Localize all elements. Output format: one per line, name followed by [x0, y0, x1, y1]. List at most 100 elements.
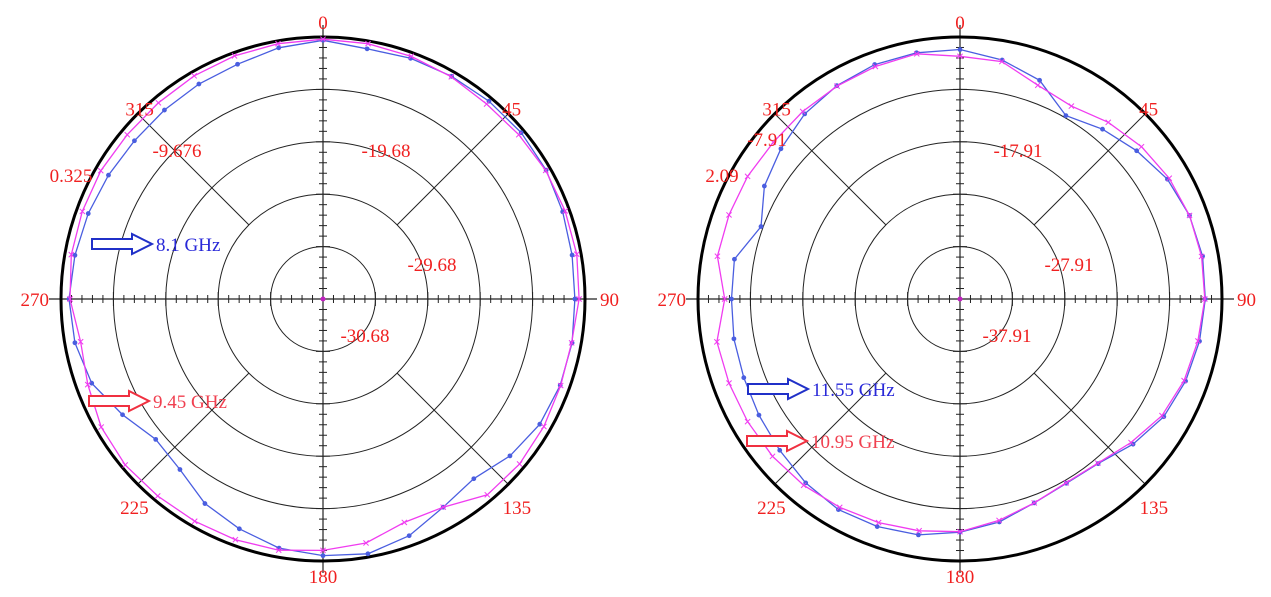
data-point — [1094, 460, 1101, 467]
data-point-stroke — [1181, 377, 1188, 384]
data-point — [89, 380, 95, 386]
data-point — [761, 183, 767, 189]
angle-label: 0 — [955, 13, 965, 34]
data-point — [1194, 338, 1201, 344]
data-point-stroke — [79, 208, 86, 215]
data-point-stroke — [913, 50, 920, 57]
ring-label: -7.91 — [747, 130, 787, 151]
data-point — [777, 447, 783, 453]
data-point — [1134, 148, 1140, 154]
data-point — [471, 476, 477, 482]
ring-label: -27.91 — [1044, 255, 1093, 276]
data-point — [68, 251, 75, 258]
data-point-stroke — [484, 491, 491, 498]
data-point — [1186, 212, 1193, 219]
data-point — [916, 532, 921, 538]
legend-entry: 10.95 GHz — [746, 429, 894, 453]
data-point-stroke — [1198, 253, 1205, 260]
data-point — [557, 382, 564, 389]
data-point-stroke — [275, 40, 281, 47]
data-point — [741, 375, 747, 381]
data-point-stroke — [557, 382, 564, 389]
data-point — [235, 61, 240, 67]
grid-spoke — [137, 113, 250, 226]
data-point-stroke — [155, 99, 162, 106]
data-point — [406, 533, 412, 539]
data-point-stroke — [1068, 103, 1075, 110]
data-point — [320, 36, 326, 43]
angle-label: 90 — [600, 290, 619, 311]
data-point — [231, 52, 238, 59]
data-point-stroke — [1031, 499, 1038, 506]
legend-label: 8.1 GHz — [156, 235, 220, 256]
data-point — [84, 381, 91, 388]
data-point — [1100, 126, 1105, 132]
legend-label: 10.95 GHz — [811, 432, 894, 453]
data-point-stroke — [448, 73, 455, 80]
ring-label: -17.91 — [993, 141, 1042, 162]
data-point-stroke — [77, 338, 84, 345]
data-point — [98, 424, 105, 431]
data-point — [572, 296, 578, 302]
data-point-stroke — [124, 131, 131, 138]
data-point — [1181, 377, 1188, 384]
angle-label: 225 — [757, 498, 786, 519]
ring-label: -30.68 — [340, 326, 389, 347]
data-point-stroke — [483, 101, 490, 107]
data-point-stroke — [875, 519, 882, 526]
data-point — [916, 527, 923, 534]
data-point-stroke — [836, 504, 843, 511]
data-point-stroke — [440, 504, 447, 511]
data-point — [729, 296, 734, 302]
legend-entry: 11.55 GHz — [747, 377, 895, 401]
data-point — [483, 101, 490, 107]
data-point — [836, 507, 841, 513]
ring-label: -29.68 — [407, 255, 456, 276]
grid-spoke — [1033, 113, 1146, 226]
data-point — [155, 99, 162, 106]
data-point-stroke — [834, 83, 841, 90]
series-line — [716, 53, 1206, 533]
data-point-stroke — [573, 251, 580, 258]
angle-label: 45 — [1139, 100, 1158, 121]
center-dot — [320, 296, 326, 302]
data-point-stroke — [122, 462, 129, 468]
angle-label: 0 — [318, 13, 328, 34]
data-point-stroke — [726, 380, 732, 387]
data-point — [276, 45, 282, 51]
data-point-stroke — [1194, 338, 1201, 344]
data-point-stroke — [1094, 460, 1101, 467]
data-point-stroke — [515, 131, 522, 138]
data-point — [1166, 175, 1173, 182]
data-point — [874, 524, 880, 529]
legend-entry: 9.45 GHz — [88, 389, 227, 413]
series-1 — [729, 47, 1208, 538]
data-point — [562, 207, 569, 214]
data-point — [957, 47, 963, 52]
data-point-stroke — [516, 461, 523, 467]
angle-label: 45 — [502, 100, 521, 121]
data-point — [770, 139, 777, 146]
data-point-stroke — [67, 296, 73, 302]
data-point — [714, 253, 721, 260]
data-point-stroke — [713, 338, 720, 345]
data-point-stroke — [275, 547, 282, 554]
data-point-stroke — [1159, 412, 1165, 419]
data-point-stroke — [365, 40, 371, 47]
data-point — [799, 108, 806, 115]
data-point — [758, 224, 764, 229]
data-point — [191, 72, 198, 79]
data-point — [560, 209, 566, 215]
outer-ring — [59, 35, 587, 563]
data-point — [1063, 113, 1069, 119]
data-point — [756, 412, 762, 418]
data-point-stroke — [769, 453, 776, 460]
data-point — [79, 208, 86, 215]
data-point-stroke — [568, 339, 575, 346]
data-point-stroke — [1186, 212, 1193, 219]
data-point — [1063, 479, 1070, 486]
data-point-stroke — [957, 528, 963, 535]
data-point-stroke — [84, 381, 91, 388]
data-point — [363, 540, 369, 546]
data-point-stroke — [1138, 143, 1145, 150]
